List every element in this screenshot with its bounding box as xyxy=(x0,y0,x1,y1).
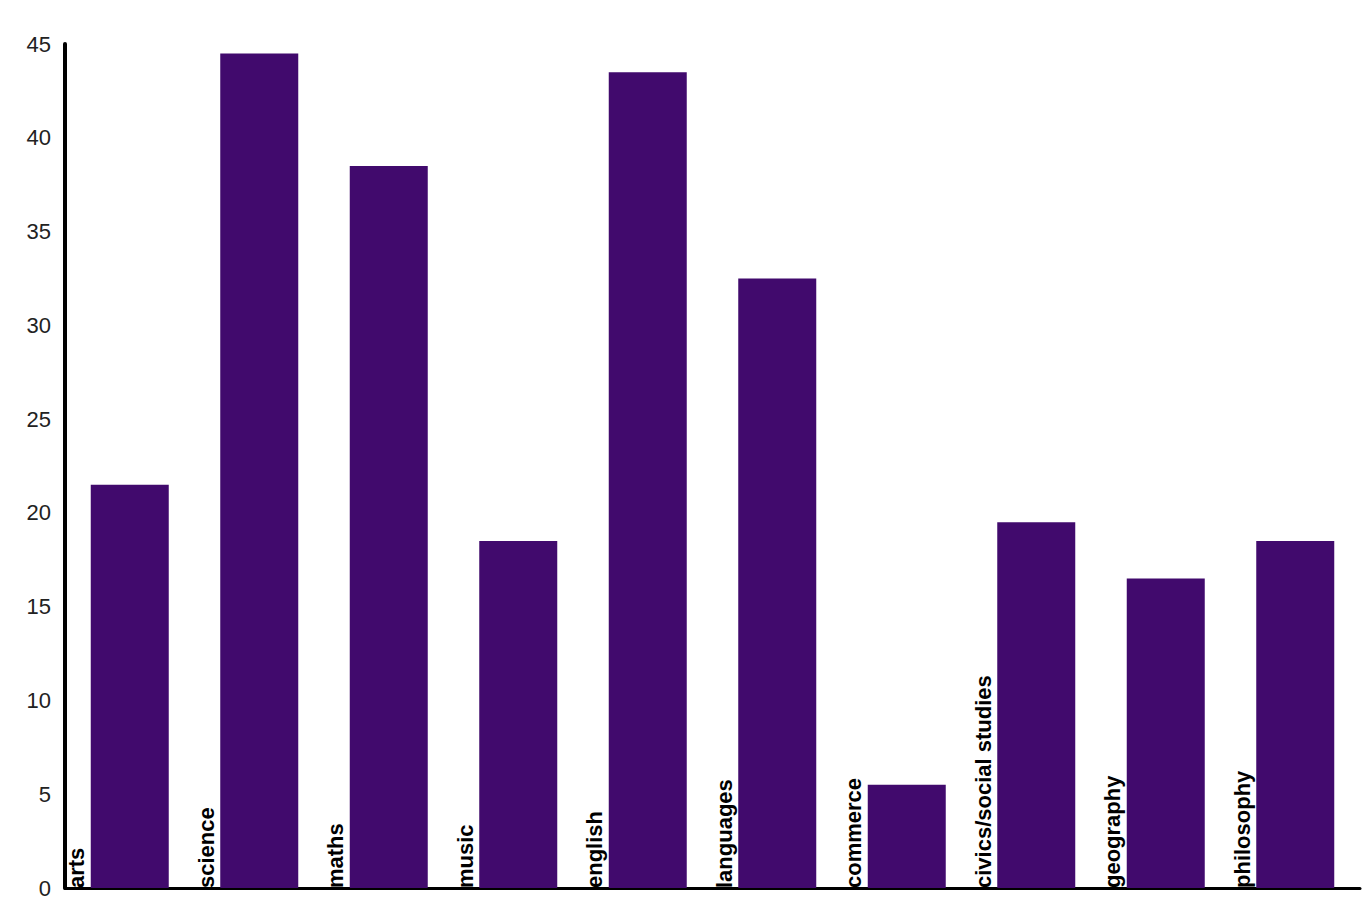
svg-text:40: 40 xyxy=(27,125,51,150)
svg-text:english: english xyxy=(582,811,607,888)
svg-text:30: 30 xyxy=(27,313,51,338)
svg-text:commerce: commerce xyxy=(841,778,866,888)
svg-text:maths: maths xyxy=(323,823,348,888)
svg-text:arts: arts xyxy=(64,848,89,888)
svg-text:music: music xyxy=(453,824,478,888)
svg-text:10: 10 xyxy=(27,688,51,713)
svg-text:0: 0 xyxy=(39,876,51,901)
svg-text:5: 5 xyxy=(39,782,51,807)
svg-text:science: science xyxy=(194,807,219,888)
svg-text:civics/social studies: civics/social studies xyxy=(971,675,996,888)
svg-text:geography: geography xyxy=(1100,775,1125,888)
svg-text:45: 45 xyxy=(27,32,51,57)
svg-text:25: 25 xyxy=(27,407,51,432)
svg-text:15: 15 xyxy=(27,594,51,619)
svg-text:philosophy: philosophy xyxy=(1230,770,1255,888)
svg-text:languages: languages xyxy=(712,779,737,888)
svg-text:35: 35 xyxy=(27,219,51,244)
svg-text:20: 20 xyxy=(27,500,51,525)
